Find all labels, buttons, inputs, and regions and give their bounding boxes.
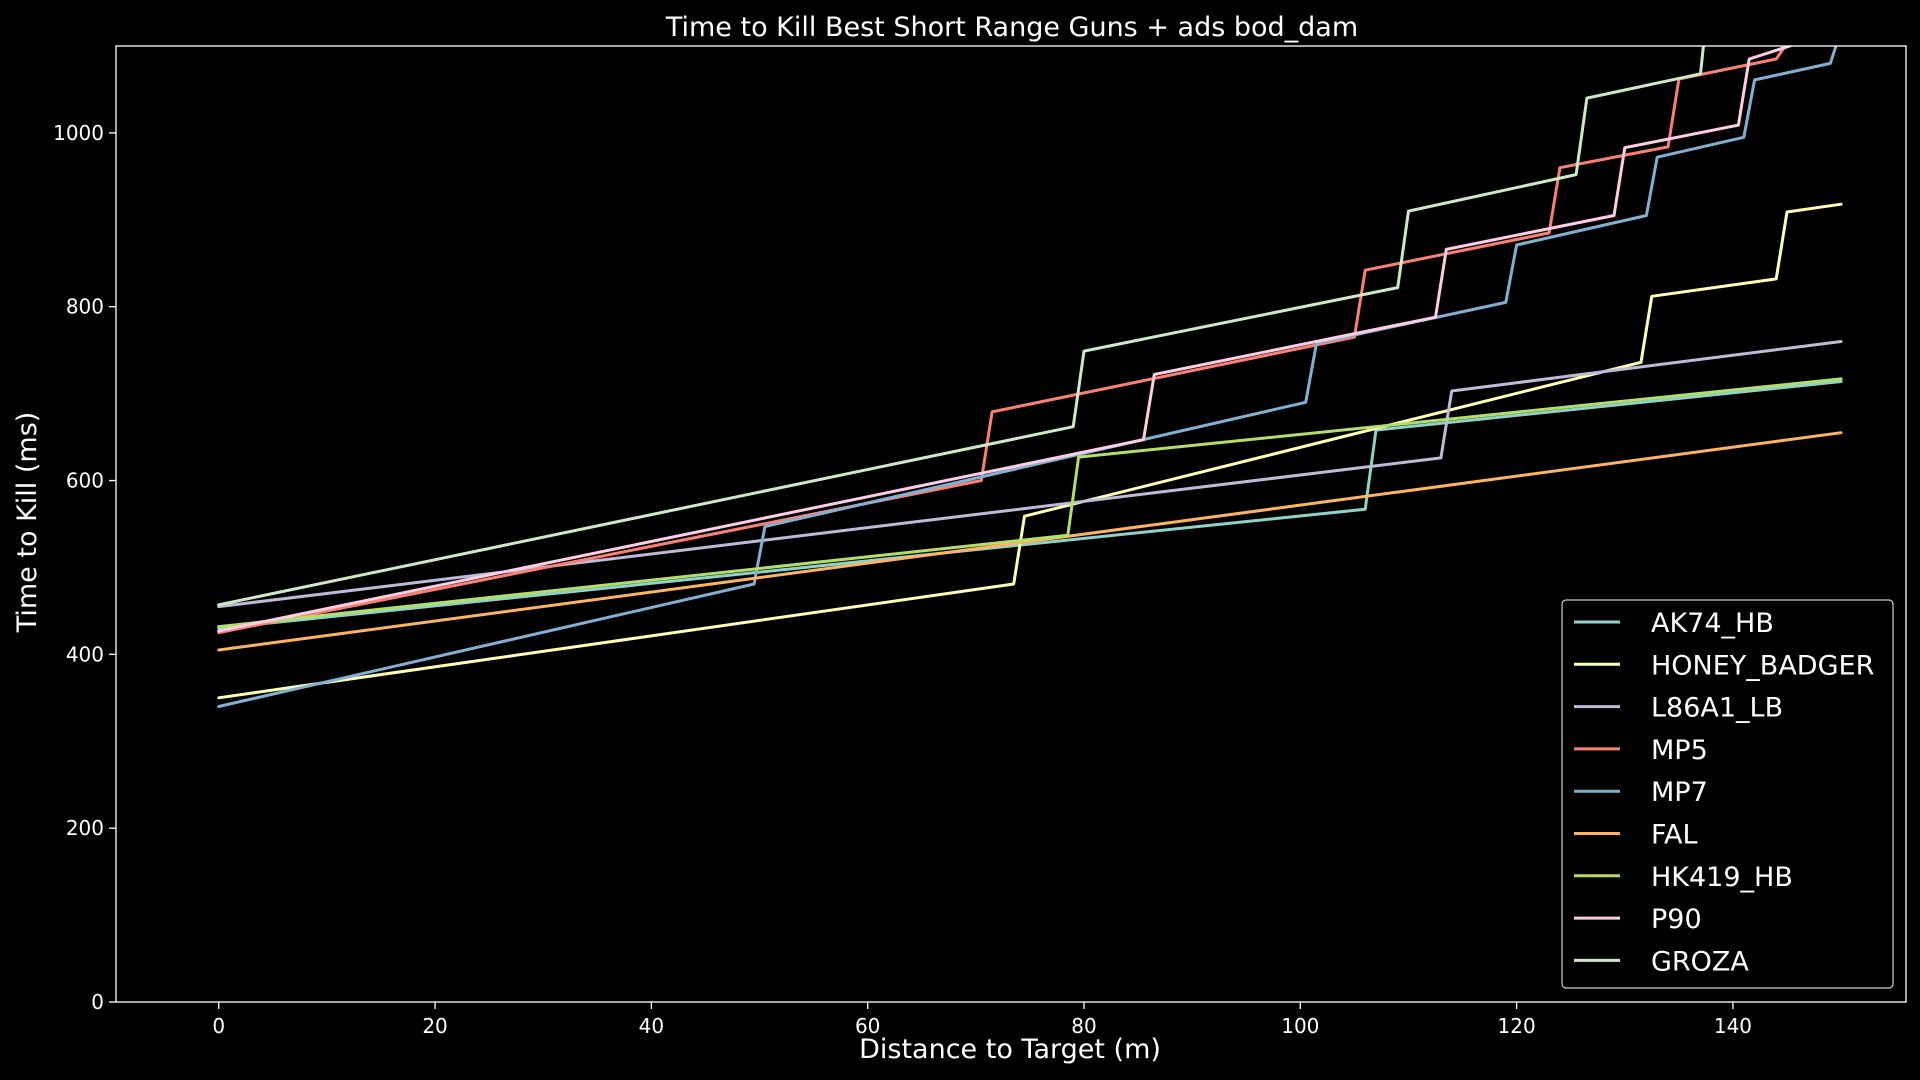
y-tick-label: 600 <box>66 469 104 493</box>
y-tick-label: 1000 <box>53 121 104 145</box>
plot-frame <box>115 45 1907 1003</box>
series-line-groza <box>217 46 1705 607</box>
plot-area <box>115 45 1907 1003</box>
chart-title: Time to Kill Best Short Range Guns + ads… <box>665 12 1358 43</box>
y-tick-label: 200 <box>66 816 104 840</box>
y-axis: 0 200 400 600 800 1000 <box>53 121 116 1014</box>
x-axis: 0 20 40 60 80 100 120 140 <box>212 1002 1752 1038</box>
y-axis-label: Time to Kill (ms) <box>12 412 43 634</box>
series-line-p90 <box>217 46 1795 633</box>
legend-frame <box>1561 599 1894 989</box>
x-tick-label: 140 <box>1714 1014 1752 1038</box>
x-tick-label: 40 <box>639 1014 664 1038</box>
legend-label: MP5 <box>1651 735 1708 766</box>
legend: AK74_HB HONEY_BADGER L86A1_LB MP5 MP7 FAL HK41… <box>1561 599 1894 989</box>
x-tick-label: 120 <box>1498 1014 1536 1038</box>
series-line-mp5 <box>217 46 1788 635</box>
legend-label: HONEY_BADGER <box>1651 650 1874 681</box>
series-line-l86a1-lb <box>217 340 1843 609</box>
series-line-mp7 <box>217 46 1838 708</box>
series-layer <box>217 46 1843 708</box>
x-tick-label: 100 <box>1281 1014 1319 1038</box>
legend-label: L86A1_LB <box>1651 693 1783 724</box>
legend-label: GROZA <box>1651 946 1749 977</box>
legend-label: P90 <box>1651 904 1702 935</box>
x-tick-label: 0 <box>212 1014 225 1038</box>
legend-label: HK419_HB <box>1651 862 1793 893</box>
y-tick-label: 400 <box>66 642 104 666</box>
series-line-honey-badger <box>217 202 1843 700</box>
legend-label: FAL <box>1651 820 1698 851</box>
x-tick-label: 20 <box>422 1014 447 1038</box>
series-line-fal <box>217 431 1843 652</box>
x-axis-label: Distance to Target (m) <box>859 1034 1161 1065</box>
y-tick-label: 800 <box>66 295 104 319</box>
legend-label: AK74_HB <box>1651 608 1774 639</box>
x-tick-label: 60 <box>855 1014 880 1038</box>
series-line-hk419-hb <box>217 377 1843 629</box>
series-line-ak74-hb <box>217 380 1843 630</box>
x-tick-label: 80 <box>1071 1014 1096 1038</box>
legend-label: MP7 <box>1651 777 1708 808</box>
y-tick-label: 0 <box>91 990 104 1014</box>
